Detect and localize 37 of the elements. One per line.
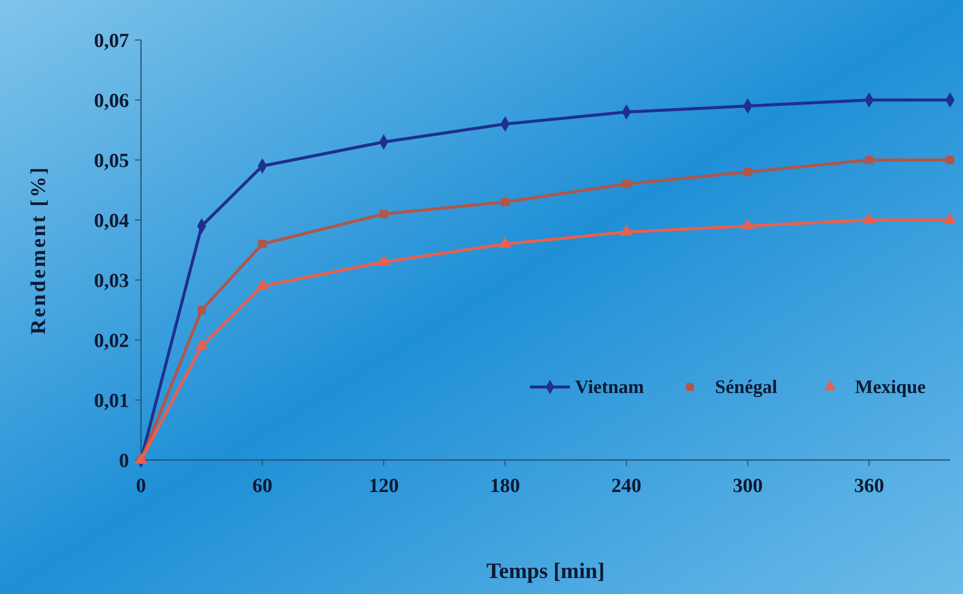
y-tick-label: 0,04 bbox=[94, 210, 129, 232]
x-axis-title: Temps [min] bbox=[486, 558, 605, 583]
x-tick-label: 120 bbox=[368, 475, 399, 497]
x-tick-label: 240 bbox=[611, 475, 642, 497]
point bbox=[256, 278, 269, 290]
point bbox=[946, 156, 954, 164]
point bbox=[862, 212, 876, 224]
y-axis-title: Rendement [%] bbox=[26, 166, 50, 334]
y-tick-label: 0,01 bbox=[94, 390, 129, 412]
x-tick-label: 180 bbox=[490, 475, 520, 497]
x-tick-label: 300 bbox=[732, 475, 763, 497]
y-tick-label: 0,07 bbox=[94, 30, 129, 52]
point bbox=[620, 224, 633, 236]
point bbox=[944, 212, 956, 224]
point bbox=[500, 198, 510, 206]
y-tick-label: 0,02 bbox=[94, 330, 129, 352]
point bbox=[195, 338, 208, 350]
x-tick-label: 0 bbox=[136, 475, 146, 497]
point bbox=[134, 452, 148, 464]
y-tick-label: 0,05 bbox=[94, 150, 129, 172]
point bbox=[258, 240, 267, 248]
point bbox=[741, 218, 754, 230]
point bbox=[498, 236, 512, 248]
point bbox=[380, 210, 388, 218]
point bbox=[622, 180, 631, 188]
point bbox=[744, 168, 752, 176]
point bbox=[377, 254, 390, 266]
legend-label: Sénégal bbox=[715, 377, 778, 398]
x-tick-label: 60 bbox=[252, 475, 272, 497]
y-tick-label: 0,06 bbox=[94, 90, 129, 112]
legend-label: Mexique bbox=[855, 377, 926, 398]
x-tick-label: 360 bbox=[854, 475, 884, 497]
point bbox=[864, 156, 874, 164]
legend-label: Vietnam bbox=[575, 377, 644, 398]
point bbox=[197, 306, 206, 314]
y-tick-label: 0 bbox=[119, 450, 129, 472]
y-tick-label: 0,03 bbox=[94, 270, 129, 292]
